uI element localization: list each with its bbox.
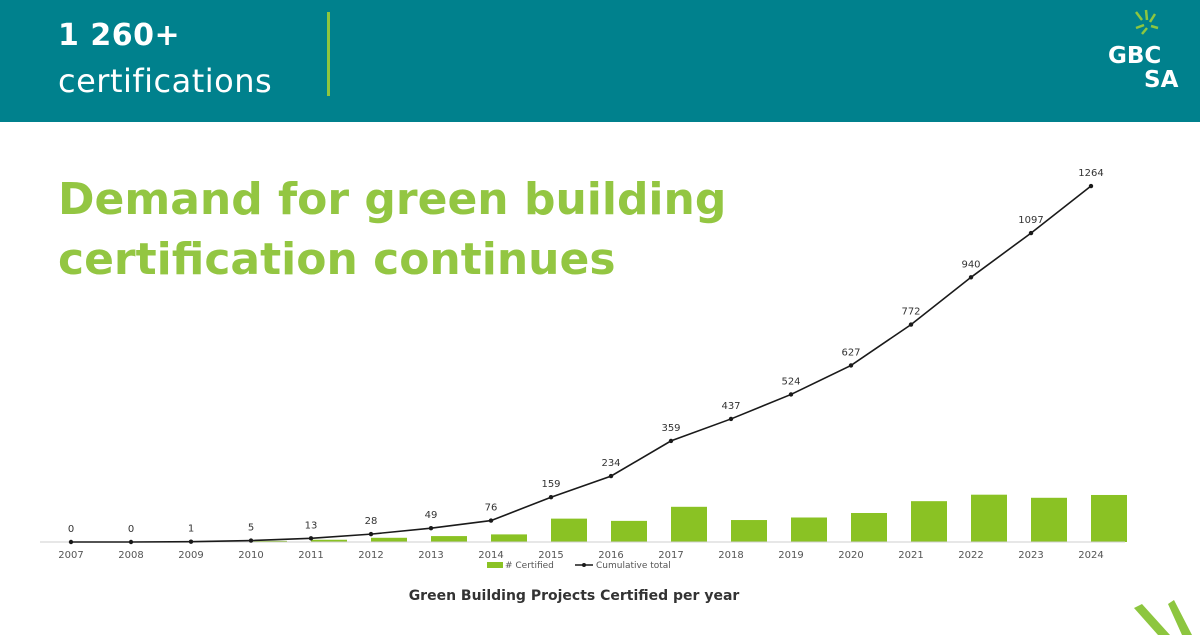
point-2022 (968, 275, 974, 280)
x-tick-2010: 2010 (238, 550, 263, 561)
line-layer: 0 0 1 5 13 28 49 76 159 234 359 437 524 627 772 940 1097… (68, 168, 1104, 545)
point-label-2015: 159 (541, 479, 560, 490)
point-2020 (848, 363, 854, 368)
x-tick-2024: 2024 (1078, 550, 1103, 561)
point-2009 (188, 539, 194, 544)
legend-label-certified: # Certified (505, 561, 554, 571)
point-2024 (1088, 183, 1094, 189)
point-label-2012: 28 (365, 516, 378, 527)
bar-2018 (731, 520, 767, 542)
stat-label: certifications (58, 62, 273, 100)
bar-2013 (431, 536, 467, 542)
point-2017 (668, 438, 674, 444)
point-label-2020: 627 (841, 347, 860, 358)
bar-2022 (971, 494, 1007, 542)
page-headline: Demand for green building certification … (58, 174, 727, 285)
point-2016 (608, 473, 614, 479)
bar-2012 (371, 537, 407, 542)
point-label-2013: 49 (425, 510, 438, 521)
x-tick-2021: 2021 (898, 550, 923, 561)
logo-text-gbc: GBC (1108, 43, 1162, 69)
point-label-2011: 13 (305, 520, 318, 531)
bar-2015 (551, 518, 587, 542)
x-tick-2013: 2013 (418, 550, 443, 561)
x-tick-2018: 2018 (718, 550, 743, 561)
point-label-2019: 524 (781, 376, 800, 387)
bar-2024 (1091, 494, 1127, 542)
header-divider (327, 12, 330, 96)
x-tick-2014: 2014 (478, 550, 503, 561)
point-2019 (788, 392, 794, 397)
point-label-2021: 772 (901, 307, 920, 318)
legend-line-marker (582, 563, 586, 567)
x-tick-2009: 2009 (178, 550, 203, 561)
point-2014 (488, 518, 494, 523)
point-2007 (68, 539, 74, 545)
chart-title: Green Building Projects Certified per ye… (408, 588, 740, 604)
bar-2020 (851, 512, 887, 542)
point-label-2017: 359 (661, 423, 680, 434)
x-tick-2007: 2007 (58, 550, 83, 561)
point-label-2016: 234 (601, 458, 620, 469)
x-tick-2011: 2011 (298, 550, 323, 561)
bar-2017 (671, 506, 707, 542)
point-2023 (1028, 230, 1034, 236)
bars-layer (191, 494, 1127, 542)
point-2021 (908, 322, 914, 327)
bar-2011 (311, 539, 347, 542)
point-label-2014: 76 (485, 503, 498, 514)
point-label-2010: 5 (248, 523, 254, 534)
bar-2016 (611, 520, 647, 542)
point-label-2023: 1097 (1018, 215, 1043, 226)
point-2018 (728, 416, 734, 422)
legend-bar-swatch (487, 562, 503, 568)
corner-leaf-icon (1134, 600, 1192, 635)
bar-2014 (491, 534, 527, 542)
point-label-2018: 437 (721, 401, 740, 412)
legend-label-cumulative: Cumulative total (596, 561, 671, 571)
legend: # Certified Cumulative total (487, 561, 671, 571)
point-label-2022: 940 (961, 259, 980, 270)
x-tick-2012: 2012 (358, 550, 383, 561)
logo-mark-icon (1135, 9, 1159, 35)
point-label-2009: 1 (188, 524, 194, 535)
x-tick-2016: 2016 (598, 550, 623, 561)
bar-2010 (251, 540, 287, 542)
point-2013 (428, 526, 434, 531)
x-tick-2022: 2022 (958, 550, 983, 561)
point-2011 (308, 536, 314, 541)
point-2015 (548, 495, 554, 500)
x-tick-2017: 2017 (658, 550, 683, 561)
point-2010 (248, 538, 254, 543)
header-banner: 1 260+ certifications GBC SA (0, 0, 1200, 122)
x-tick-2015: 2015 (538, 550, 563, 561)
point-label-2008: 0 (128, 524, 134, 535)
stat-number: 1 260+ (58, 18, 181, 53)
point-label-2007: 0 (68, 524, 74, 535)
point-2012 (368, 531, 374, 537)
x-tick-2008: 2008 (118, 550, 143, 561)
point-2008 (128, 539, 134, 545)
bar-2023 (1031, 497, 1067, 542)
x-tick-2020: 2020 (838, 550, 863, 561)
x-ticks-layer: 2007 2008 2009 2010 2011 2012 2013 2014 2015 2016… (58, 550, 1103, 561)
bar-2019 (791, 517, 827, 542)
gbcsa-logo: GBC SA (1100, 8, 1190, 98)
cumulative-line (71, 185, 1092, 543)
bar-2021 (911, 501, 947, 542)
logo-text-sa: SA (1144, 67, 1179, 93)
x-tick-2023: 2023 (1018, 550, 1043, 561)
point-label-2024: 1264 (1078, 168, 1103, 179)
x-tick-2019: 2019 (778, 550, 803, 561)
chart: 0 0 1 5 13 28 49 76 159 234 359 437 524 627 772 940 1097… (40, 168, 1127, 571)
